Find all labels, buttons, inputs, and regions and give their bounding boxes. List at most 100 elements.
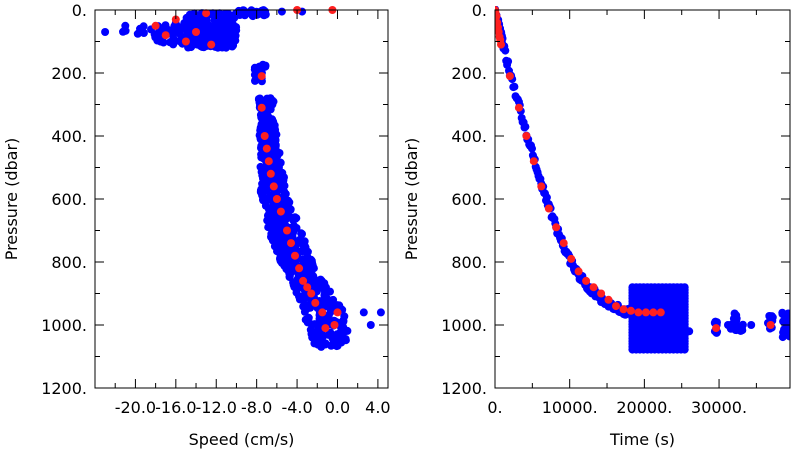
binned-mean-point xyxy=(641,308,650,317)
y-tick-label: 200. xyxy=(451,64,487,83)
raw-point xyxy=(257,110,266,119)
raw-point xyxy=(228,36,237,45)
y-tick-label: 0. xyxy=(72,1,87,20)
speed-pressure-panel: 0. 200. 400. 600. 800. 1000. 1200. -20.0 -16.0 -1… xyxy=(2,1,391,449)
y-tick-label: 800. xyxy=(51,253,87,272)
y-tick-label: 1200. xyxy=(441,379,487,398)
raw-point xyxy=(275,160,284,169)
binned-mean-point xyxy=(330,321,339,329)
raw-point xyxy=(732,314,741,323)
binned-mean-point xyxy=(257,72,266,81)
raw-point xyxy=(504,57,513,66)
binned-mean-point xyxy=(202,9,211,18)
raw-point xyxy=(528,144,536,153)
binned-mean-point xyxy=(266,169,275,178)
binned-mean-point xyxy=(276,207,285,216)
binned-mean-point xyxy=(303,283,312,292)
raw-point xyxy=(313,329,321,338)
binned-mean-point xyxy=(649,308,658,317)
binned-mean-point xyxy=(567,254,576,263)
raw-point xyxy=(501,46,510,55)
y-tick-label: 600. xyxy=(51,190,87,209)
binned-mean-point xyxy=(514,103,523,112)
binned-mean-point xyxy=(604,295,613,304)
y-tick-label: 200. xyxy=(51,64,87,83)
x-tick-label: -20.0 xyxy=(115,398,156,417)
raw-point xyxy=(284,202,293,211)
points-layer xyxy=(101,6,385,351)
binned-mean-point xyxy=(295,264,304,273)
x-tick-label: 20000. xyxy=(616,398,672,417)
binned-mean-point xyxy=(283,226,291,235)
raw-point xyxy=(274,217,283,226)
raw-point xyxy=(312,278,321,287)
raw-point xyxy=(150,30,159,39)
x-tick-label: 30000. xyxy=(691,398,747,417)
binned-mean-point xyxy=(257,103,266,112)
raw-point xyxy=(166,38,174,47)
raw-point xyxy=(190,21,199,30)
binned-mean-point xyxy=(333,308,342,317)
raw-point xyxy=(256,123,265,132)
raw-point xyxy=(228,42,237,51)
y-axis-label: Pressure (dbar) xyxy=(402,138,421,261)
raw-point xyxy=(136,24,144,33)
raw-point xyxy=(300,237,309,246)
raw-point xyxy=(339,317,348,326)
binned-mean-point xyxy=(269,182,278,191)
raw-point xyxy=(212,18,221,27)
binned-mean-point xyxy=(161,31,170,40)
x-tick-label: 4.0 xyxy=(365,398,390,417)
binned-mean-point xyxy=(619,305,628,314)
raw-point xyxy=(261,61,270,70)
binned-mean-point xyxy=(656,308,665,317)
binned-mean-point xyxy=(634,308,643,317)
x-tick-label: 10000. xyxy=(542,398,598,417)
raw-point xyxy=(174,27,182,36)
raw-point xyxy=(188,38,196,47)
raw-point xyxy=(270,242,279,251)
raw-point xyxy=(291,214,300,223)
raw-point xyxy=(227,20,236,28)
raw-point xyxy=(197,36,206,45)
binned-mean-point xyxy=(264,157,273,166)
raw-point xyxy=(235,9,244,18)
raw-point xyxy=(224,9,233,18)
raw-point xyxy=(230,26,239,35)
x-tick-label: -12.0 xyxy=(196,398,237,417)
x-tick-label: 0. xyxy=(487,398,502,417)
raw-point xyxy=(259,195,267,204)
raw-point xyxy=(376,308,385,317)
raw-point xyxy=(284,257,293,265)
raw-point xyxy=(268,210,276,219)
binned-mean-point xyxy=(272,195,281,203)
raw-point xyxy=(299,257,308,266)
raw-point xyxy=(119,27,127,36)
binned-mean-point xyxy=(299,276,308,285)
x-tick-label: -8.0 xyxy=(241,398,272,417)
x-axis-label: Speed (cm/s) xyxy=(189,430,295,449)
raw-point xyxy=(278,170,286,179)
raw-point xyxy=(325,310,333,319)
binned-mean-point xyxy=(192,28,200,36)
raw-point xyxy=(295,295,304,304)
binned-mean-point xyxy=(321,324,330,333)
raw-point xyxy=(738,326,747,335)
raw-point xyxy=(785,328,790,337)
raw-point xyxy=(308,258,317,267)
binned-mean-point xyxy=(597,289,606,298)
y-tick-label: 1000. xyxy=(41,316,87,335)
y-tick-label: 1200. xyxy=(41,379,87,398)
raw-point xyxy=(784,311,790,320)
raw-point xyxy=(307,320,316,329)
binned-mean-point xyxy=(311,298,320,307)
raw-point xyxy=(359,308,368,317)
raw-point xyxy=(249,7,257,16)
binned-mean-point xyxy=(181,37,190,46)
raw-point xyxy=(322,285,330,294)
binned-mean-point xyxy=(495,12,501,21)
x-tick-label: -16.0 xyxy=(155,398,196,417)
binned-mean-point xyxy=(612,302,620,311)
binned-mean-point xyxy=(287,239,295,248)
x-tick-label: 0.0 xyxy=(325,398,350,417)
